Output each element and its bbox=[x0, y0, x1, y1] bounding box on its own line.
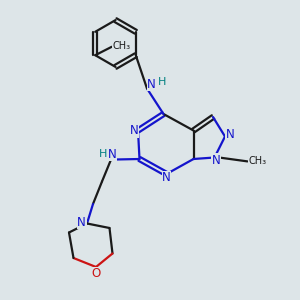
Text: CH₃: CH₃ bbox=[249, 156, 267, 166]
Text: N: N bbox=[162, 171, 171, 184]
Text: N: N bbox=[108, 148, 117, 161]
Text: N: N bbox=[130, 124, 139, 137]
Text: N: N bbox=[147, 77, 156, 91]
Text: O: O bbox=[92, 267, 100, 280]
Text: CH₃: CH₃ bbox=[112, 41, 130, 51]
Text: H: H bbox=[98, 149, 107, 159]
Text: N: N bbox=[226, 128, 235, 142]
Text: N: N bbox=[77, 215, 86, 229]
Text: N: N bbox=[212, 154, 220, 167]
Text: H: H bbox=[158, 77, 166, 87]
